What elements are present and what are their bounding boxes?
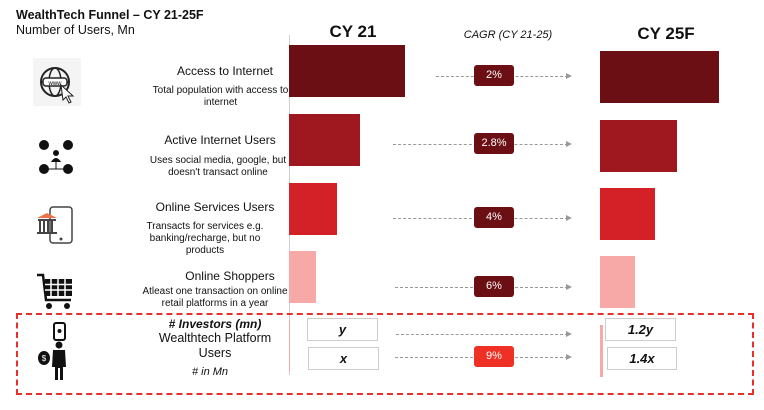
label-wealthtech-platform-users: Wealthtech Platform Users xyxy=(158,331,272,360)
social-network-icon xyxy=(39,140,73,174)
column-header-cy25f: CY 25F xyxy=(637,24,695,43)
cy21-investors-box: y xyxy=(307,318,378,341)
bar-cy25f xyxy=(600,120,677,172)
label-investors: # Investors (mn) xyxy=(168,317,262,331)
investor-icon: $ xyxy=(38,322,66,380)
desc-online-shoppers: Atleast one transaction on online retail… xyxy=(142,286,288,309)
column-header-cy21: CY 21 xyxy=(329,22,377,41)
cagr-badge: 4% xyxy=(474,207,514,228)
svg-text:www: www xyxy=(48,81,63,87)
shopping-cart-icon xyxy=(37,273,72,309)
bar-cy25f xyxy=(600,256,635,308)
cagr-badge: 2.8% xyxy=(474,133,514,154)
bar-cy25f xyxy=(600,325,604,377)
arrow-investors xyxy=(396,331,572,337)
desc-active-internet-users: Uses social media, google, but doesn't t… xyxy=(149,155,287,178)
cy25-users-box: 1.4x xyxy=(607,347,677,370)
wealthtech-highlight-box xyxy=(16,313,754,395)
label-access-to-internet: Access to Internet xyxy=(176,64,274,78)
cy21-users-box: x xyxy=(308,347,379,370)
desc-access-to-internet: Total population with access to internet xyxy=(152,85,289,108)
chart-subtitle: Number of Users, Mn xyxy=(16,23,135,37)
bar-cy25f xyxy=(600,188,655,240)
bar-cy21 xyxy=(289,114,360,166)
mobile-banking-icon xyxy=(37,206,73,244)
globe-www-icon: www xyxy=(33,58,81,106)
desc-online-services-users: Transacts for services e.g. banking/rech… xyxy=(146,221,264,256)
cagr-badge: 9% xyxy=(474,346,514,367)
svg-text:$: $ xyxy=(42,354,47,363)
desc-wealthtech-units: # in Mn xyxy=(191,366,229,378)
bar-cy21 xyxy=(289,320,291,372)
chart-title: WealthTech Funnel – CY 21-25F xyxy=(16,8,204,22)
bar-cy21 xyxy=(289,45,405,97)
column-header-cagr: CAGR (CY 21-25) xyxy=(463,29,553,41)
cagr-badge: 6% xyxy=(474,276,514,297)
bar-cy21 xyxy=(289,251,316,303)
label-online-shoppers: Online Shoppers xyxy=(185,269,275,283)
cagr-badge: 2% xyxy=(474,65,514,86)
bar-cy21 xyxy=(289,183,337,235)
label-active-internet-users: Active Internet Users xyxy=(164,133,276,147)
bar-cy25f xyxy=(600,51,720,103)
cy25-investors-box: 1.2y xyxy=(605,318,676,341)
label-online-services-users: Online Services Users xyxy=(155,200,275,214)
